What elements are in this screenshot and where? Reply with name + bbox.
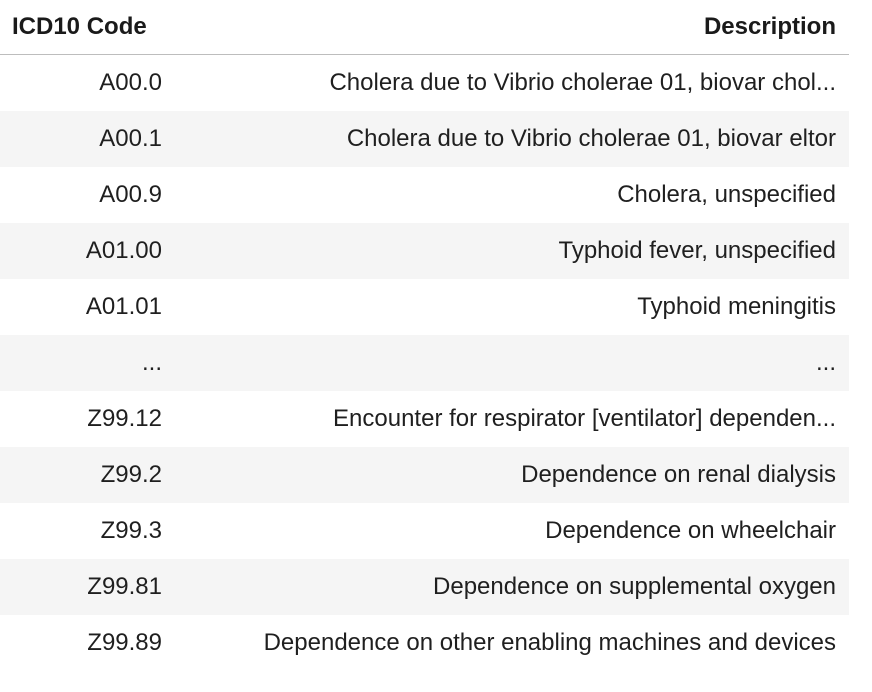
description-cell: Cholera due to Vibrio cholerae 01, biova… [329, 69, 836, 96]
table-row: Z99.89 Dependence on other enabling mach… [0, 615, 849, 671]
description-cell: Dependence on other enabling machines an… [263, 629, 836, 656]
table-row: A00.1 Cholera due to Vibrio cholerae 01,… [0, 111, 849, 167]
description-cell: Encounter for respirator [ventilator] de… [333, 405, 836, 432]
description-cell: Typhoid fever, unspecified [558, 237, 836, 264]
table-row: Z99.81 Dependence on supplemental oxygen [0, 559, 849, 615]
code-cell: A01.00 [85, 237, 162, 264]
description-cell: Cholera due to Vibrio cholerae 01, biova… [346, 125, 836, 152]
code-cell: A00.1 [99, 125, 162, 152]
icd10-table: ICD10 Code Description A00.0 Cholera due… [0, 0, 849, 671]
code-cell: Z99.89 [87, 629, 162, 656]
code-cell: A01.01 [85, 293, 162, 320]
table-row: Z99.12 Encounter for respirator [ventila… [0, 391, 849, 447]
table-row: A01.01 Typhoid meningitis [0, 279, 849, 335]
code-cell: Z99.2 [100, 461, 162, 488]
table-row-ellipsis: ... ... [0, 335, 849, 391]
table-header-row: ICD10 Code Description [0, 0, 849, 55]
column-header-description: Description [703, 13, 836, 40]
description-cell: Typhoid meningitis [637, 293, 836, 320]
code-cell: ... [141, 349, 162, 376]
table-row: A00.0 Cholera due to Vibrio cholerae 01,… [0, 55, 849, 111]
code-cell: Z99.12 [87, 405, 162, 432]
description-cell: ... [815, 349, 836, 376]
table-row: Z99.2 Dependence on renal dialysis [0, 447, 849, 503]
column-header-icd10-code: ICD10 Code [12, 13, 147, 40]
code-cell: A00.9 [99, 181, 162, 208]
code-cell: Z99.3 [100, 517, 162, 544]
description-cell: Dependence on supplemental oxygen [433, 573, 836, 600]
table-row: A00.9 Cholera, unspecified [0, 167, 849, 223]
description-cell: Dependence on renal dialysis [521, 461, 836, 488]
table-row: Z99.3 Dependence on wheelchair [0, 503, 849, 559]
code-cell: Z99.81 [87, 573, 162, 600]
code-cell: A00.0 [99, 69, 162, 96]
description-cell: Cholera, unspecified [617, 181, 836, 208]
description-cell: Dependence on wheelchair [545, 517, 836, 544]
table-row: A01.00 Typhoid fever, unspecified [0, 223, 849, 279]
